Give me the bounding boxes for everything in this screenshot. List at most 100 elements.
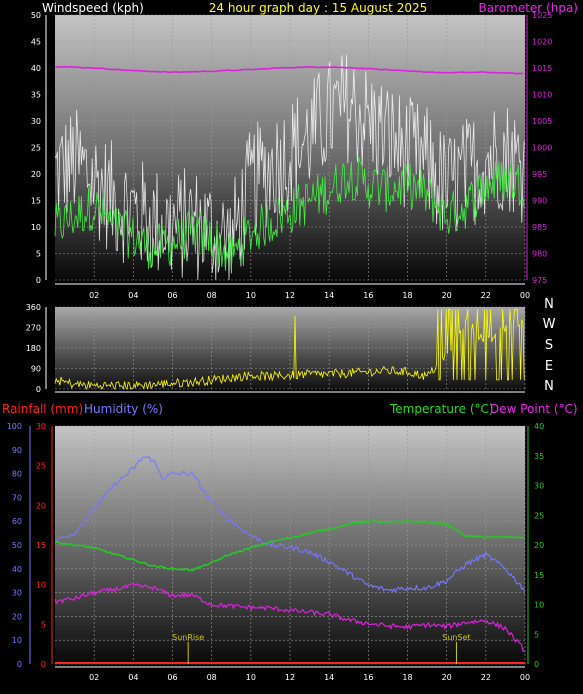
climate-x-tick-label: 04 [128,673,138,682]
humidity-tick-label: 40 [12,565,22,574]
humidity-tick-label: 10 [12,636,22,645]
wind-gust-series [54,54,525,281]
wind-x-tick-label: 18 [402,291,412,300]
wind-x-tick-label: 04 [128,291,138,300]
climate-x-tick-label: 10 [246,673,256,682]
wind-tick-label: 50 [31,11,41,20]
wind-tick-label: 45 [31,38,41,47]
climate-x-tick-label: 08 [207,673,217,682]
rain-tick-label: 10 [36,581,46,590]
temp-tick-label: 20 [534,541,544,550]
temp-tick-label: 40 [534,422,544,431]
temp-tick-label: 35 [534,452,544,461]
temp-tick-label: 30 [534,482,544,491]
wind-tick-label: 0 [36,276,41,285]
rain-tick-label: 20 [36,501,46,510]
compass-letter: N [544,379,554,394]
baro-tick-label: 1020 [532,38,552,47]
direction-tick-label: 90 [31,365,41,374]
climate-x-tick-label: 18 [402,673,412,682]
wind-x-tick-label: 02 [89,291,99,300]
wind-x-tick-label: 16 [363,291,373,300]
rainfall-label: Rainfall (mm) [2,402,83,416]
wind-tick-label: 15 [31,197,41,206]
humidity-tick-label: 50 [12,541,22,550]
humidity-tick-label: 70 [12,493,22,502]
humidity-tick-label: 20 [12,612,22,621]
wind-x-tick-label: 00 [520,291,530,300]
humidity-label: Humidity (%) [84,402,163,416]
humidity-series [54,456,525,594]
wind-x-tick-label: 08 [207,291,217,300]
temp-tick-label: 25 [534,511,544,520]
temp-tick-label: 0 [534,660,539,669]
graph-date-title: 24 hour graph day : 15 August 2025 [209,1,428,15]
wind-x-tick-label: 20 [442,291,452,300]
temperature-label: Temperature (°C) [389,402,494,416]
wind-tick-label: 30 [31,117,41,126]
dewpoint-label: Dew Point (°C) [490,402,578,416]
wind-tick-label: 25 [31,144,41,153]
direction-tick-label: 360 [26,303,41,312]
wind-tick-label: 10 [31,223,41,232]
wind-x-tick-label: 06 [167,291,177,300]
baro-tick-label: 995 [532,170,547,179]
temperature-series [55,519,525,572]
sunrise-label: SunRise [172,633,204,642]
rain-tick-label: 5 [41,620,46,629]
humidity-tick-label: 60 [12,517,22,526]
baro-tick-label: 985 [532,223,547,232]
wind-tick-label: 40 [31,64,41,73]
baro-tick-label: 980 [532,250,547,259]
wind-direction-series [54,308,525,391]
rain-tick-label: 25 [36,462,46,471]
climate-panel [55,426,525,664]
direction-tick-label: 0 [36,385,41,394]
climate-x-tick-label: 02 [89,673,99,682]
temp-tick-label: 5 [534,630,539,639]
baro-tick-label: 990 [532,197,547,206]
direction-tick-label: 180 [26,344,41,353]
compass-letter: W [543,317,556,332]
wind-tick-label: 5 [36,250,41,259]
rain-tick-label: 30 [36,422,46,431]
baro-tick-label: 1015 [532,64,552,73]
sunset-label: SunSet [442,633,470,642]
baro-tick-label: 975 [532,276,547,285]
wind-x-tick-label: 12 [285,291,295,300]
humidity-tick-label: 100 [7,422,22,431]
baro-tick-label: 1000 [532,144,552,153]
climate-x-tick-label: 22 [481,673,491,682]
humidity-tick-label: 30 [12,589,22,598]
baro-tick-label: 1005 [532,117,552,126]
baro-tick-label: 1025 [532,11,552,20]
climate-x-tick-label: 00 [520,673,530,682]
dewpoint-series [54,582,525,653]
wind-x-tick-label: 22 [481,291,491,300]
temp-tick-label: 15 [534,571,544,580]
humidity-tick-label: 80 [12,470,22,479]
wind-x-tick-label: 10 [246,291,256,300]
barometer-title: Barometer (hpa) [479,1,578,15]
climate-x-tick-label: 06 [167,673,177,682]
compass-letter: S [545,338,553,353]
climate-x-tick-label: 12 [285,673,295,682]
baro-tick-label: 1010 [532,91,552,100]
wind-tick-label: 35 [31,91,41,100]
rain-tick-label: 15 [36,541,46,550]
compass-letter: N [544,297,554,312]
climate-x-tick-label: 20 [442,673,452,682]
direction-tick-label: 270 [26,324,41,333]
rain-tick-label: 0 [41,660,46,669]
temp-tick-label: 10 [534,601,544,610]
humidity-tick-label: 0 [17,660,22,669]
compass-letter: E [545,359,553,374]
climate-x-tick-label: 16 [363,673,373,682]
climate-x-tick-label: 14 [324,673,334,682]
wind-tick-label: 20 [31,170,41,179]
windspeed-title: Windspeed (kph) [42,1,144,15]
humidity-tick-label: 90 [12,446,22,455]
barometer-series [54,65,523,75]
wind-average-series [54,156,525,274]
